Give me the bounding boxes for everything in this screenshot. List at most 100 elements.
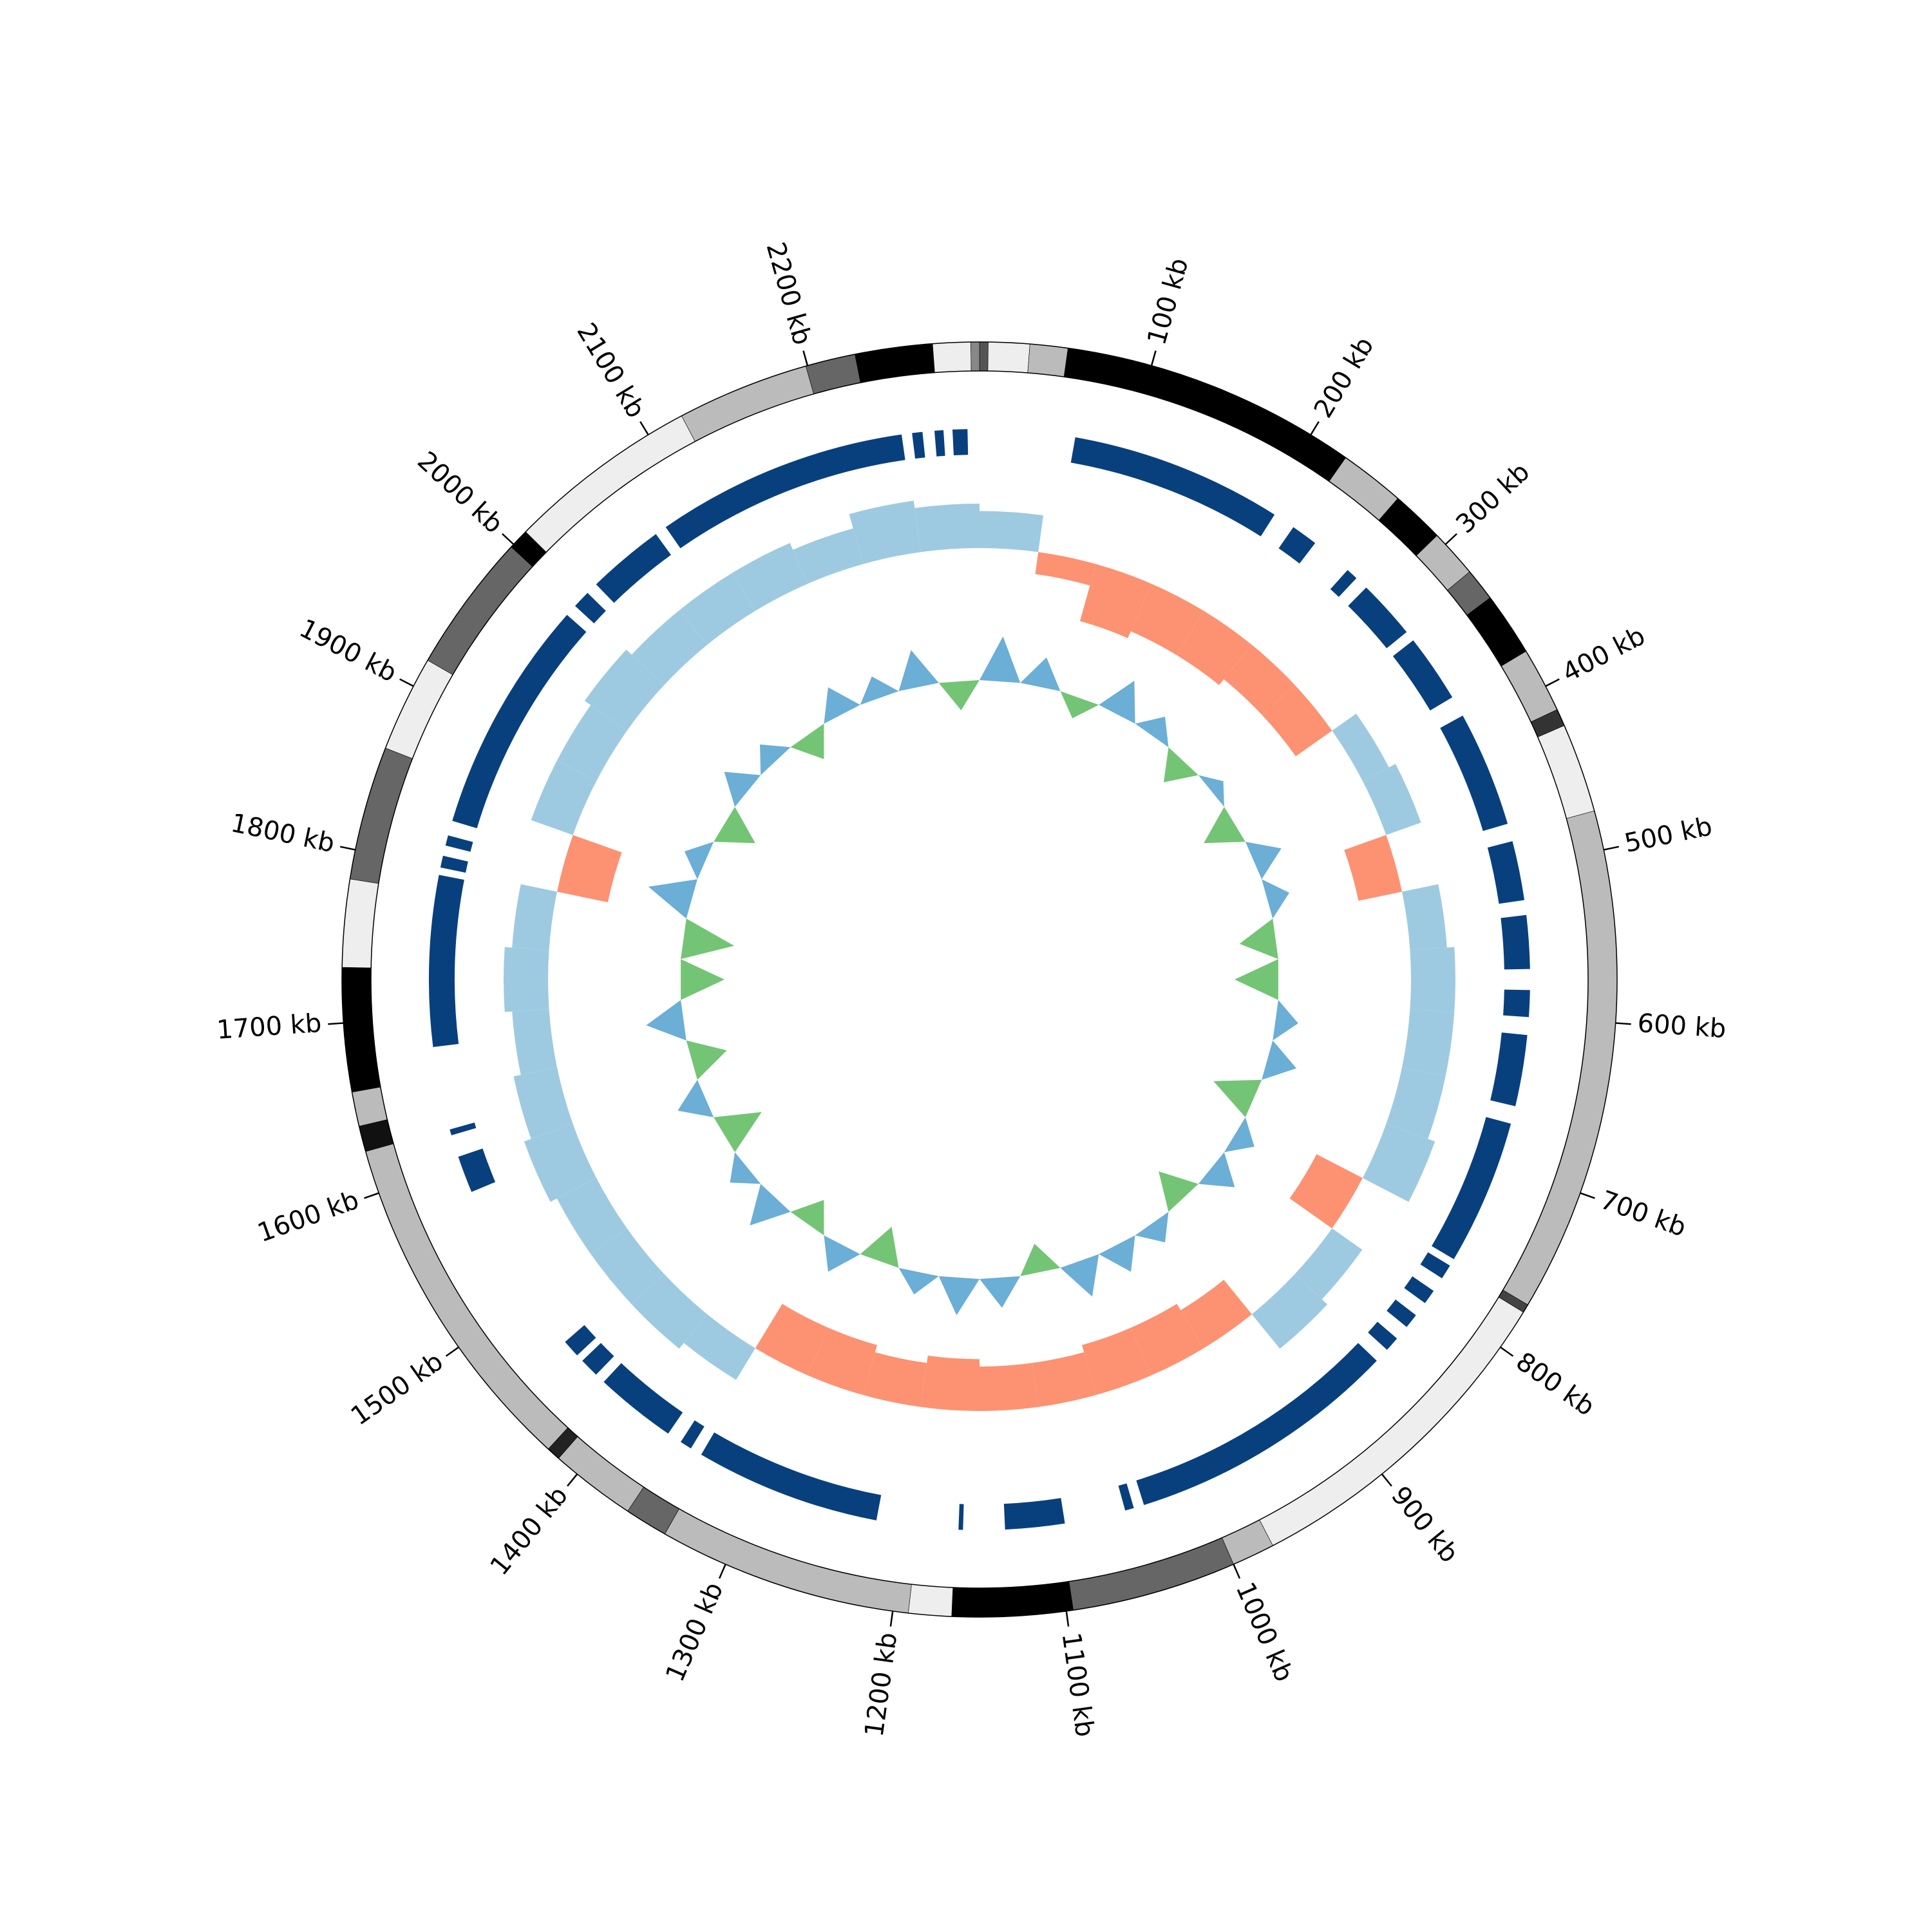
gc-skew-mark (1224, 645, 1295, 715)
gc-content-mark (750, 1184, 791, 1226)
gc-content-mark (1224, 1117, 1255, 1153)
tick-mark (1615, 1022, 1631, 1025)
gc-skew-mark (1289, 1154, 1363, 1229)
gc-content-mark (1204, 806, 1245, 844)
gc-skew-mark (503, 947, 549, 1012)
gene-block (565, 1325, 596, 1356)
gc-content-mark (1245, 842, 1282, 880)
gc-content-mark (1060, 1254, 1099, 1297)
gc-skew-mark (524, 1124, 597, 1202)
gene-block (1118, 1483, 1134, 1511)
tick-label: 400 kb (1558, 621, 1650, 688)
gene-block (1490, 1032, 1528, 1106)
gc-skew-mark (732, 543, 808, 611)
gc-content-mark (1262, 879, 1289, 919)
gc-content-track (646, 636, 1298, 1316)
gc-skew-mark (1079, 564, 1151, 638)
tick-label: 300 kb (1450, 457, 1535, 540)
gene-block (452, 614, 587, 829)
band (1501, 650, 1558, 723)
tick-mark (339, 846, 355, 851)
band (341, 967, 381, 1093)
gc-content-mark (1239, 918, 1278, 960)
gene-block (958, 1504, 964, 1530)
gc-skew-mark (1032, 1352, 1096, 1407)
gc-skew-mark (793, 528, 864, 584)
band (350, 748, 413, 884)
gc-content-mark (724, 772, 761, 807)
gc-skew-mark (1251, 1274, 1328, 1349)
gc-skew-mark (1177, 611, 1252, 685)
gc-skew-mark (1130, 583, 1204, 656)
gc-content-mark (760, 744, 791, 775)
gc-content-mark (860, 1226, 899, 1268)
gc-skew-mark (980, 1363, 1039, 1411)
tick-label: 1000 kb (1230, 1578, 1299, 1686)
tick-mark (718, 1564, 726, 1579)
tick-mark (364, 1192, 379, 1199)
band (932, 341, 972, 373)
gene-track (429, 429, 1530, 1530)
gc-content-mark (1273, 999, 1298, 1041)
gc-content-mark (824, 687, 860, 724)
gc-skew-mark (1332, 714, 1389, 781)
tick-label: 100 kb (1142, 255, 1194, 348)
gene-block (912, 431, 925, 459)
gc-skew-track (503, 500, 1456, 1411)
band (1537, 725, 1595, 819)
gc-content-mark (1198, 1152, 1235, 1188)
gc-skew-mark (1035, 552, 1096, 586)
gc-content-mark (980, 636, 1021, 683)
gene-block (458, 1148, 496, 1192)
gc-content-mark (681, 918, 735, 960)
gc-skew-mark (513, 1067, 573, 1139)
gc-content-mark (1099, 1235, 1135, 1272)
band (979, 341, 989, 372)
gc-content-mark (898, 650, 939, 692)
gc-skew-mark (1386, 1067, 1446, 1139)
gc-content-mark (1135, 1211, 1169, 1243)
gc-skew-mark (1294, 1228, 1363, 1300)
gene-block (429, 875, 464, 1047)
tick-mark (1604, 846, 1620, 851)
gc-content-mark (681, 959, 724, 1000)
gc-skew-mark (1344, 835, 1402, 901)
tick-label: 1400 kb (484, 1481, 574, 1582)
gene-block (596, 534, 671, 603)
gc-skew-mark (584, 649, 665, 731)
gc-content-mark (1159, 1171, 1198, 1212)
gc-skew-mark (1410, 947, 1456, 1012)
gc-skew-mark (1362, 1124, 1435, 1202)
gc-content-mark (898, 1267, 939, 1295)
gc-content-mark (648, 879, 697, 919)
gc-skew-mark (1082, 1327, 1151, 1396)
gc-content-mark (1020, 1244, 1061, 1276)
gene-block (1487, 841, 1525, 904)
tick-mark (1580, 1192, 1595, 1199)
gc-skew-mark (591, 1228, 665, 1305)
gene-block (445, 835, 473, 852)
gc-skew-mark (679, 573, 755, 645)
tick-label: 1700 kb (216, 1009, 323, 1045)
tick-label: 1100 kb (1056, 1631, 1100, 1739)
tick-label: 2000 kb (412, 446, 509, 539)
gene-block (1070, 437, 1275, 536)
gc-skew-mark (920, 1356, 980, 1411)
gc-content-mark (646, 999, 687, 1041)
gc-content-mark (938, 1276, 980, 1316)
gene-block (1420, 1252, 1450, 1279)
gc-skew-mark (557, 835, 622, 903)
gene-block (574, 592, 606, 623)
gc-content-mark (714, 1112, 762, 1153)
gc-content-mark (730, 1152, 761, 1184)
gc-skew-mark (1262, 685, 1332, 757)
tick-label: 1600 kb (254, 1185, 363, 1248)
band (427, 546, 533, 676)
gene-block (680, 1420, 705, 1449)
tick-label: 500 kb (1622, 811, 1714, 858)
band-ring (341, 341, 1618, 1618)
band (681, 366, 814, 442)
tick-label: 1500 kb (346, 1347, 449, 1432)
gene-block (952, 429, 969, 455)
gc-skew-mark (1180, 1280, 1252, 1349)
